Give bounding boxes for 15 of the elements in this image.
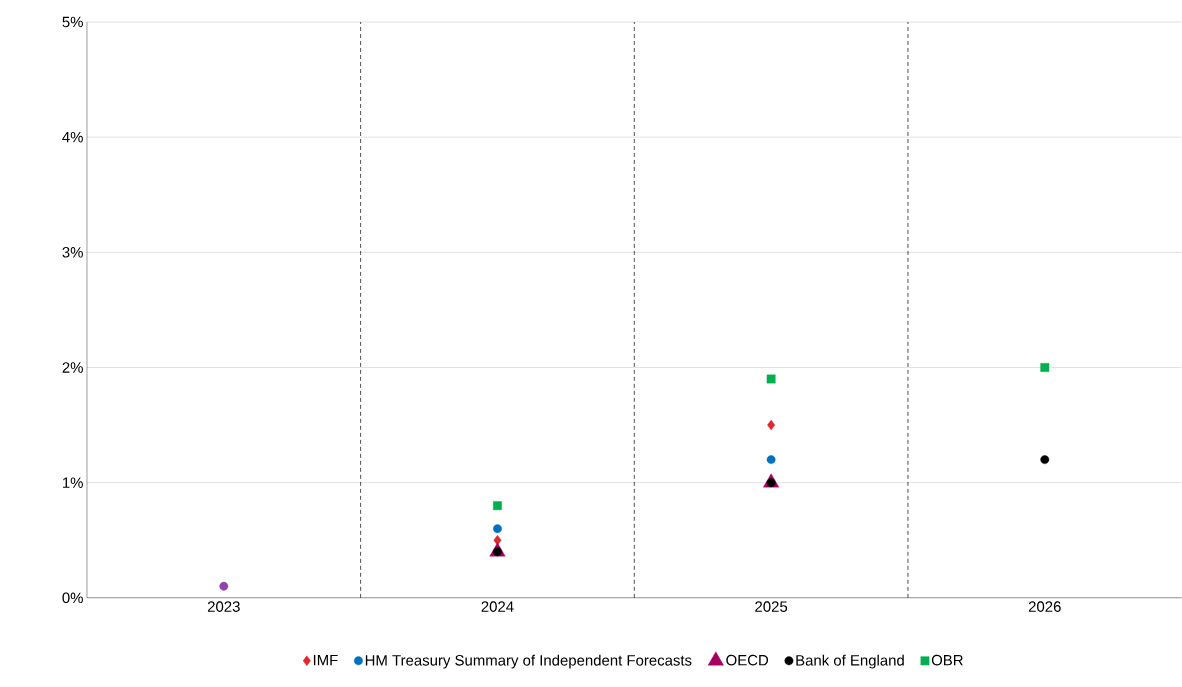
x-tick-label: 2023: [207, 601, 240, 613]
y-tick-label: 4%: [62, 132, 83, 143]
y-tick-label: 1%: [63, 477, 83, 488]
y-tick-label: 3%: [62, 247, 83, 258]
y-tick-label: 0%: [62, 592, 83, 604]
x-tick-label: 2025: [755, 601, 788, 613]
y-tick-label: 2%: [62, 362, 83, 373]
legend-label: HM Treasury Summary of Independent Forecasts: [365, 654, 692, 669]
legend-label: OBR: [931, 654, 963, 666]
y-tick-label: 5%: [62, 16, 83, 28]
x-tick-label: 2026: [1028, 601, 1061, 613]
legend-label: OECD: [726, 654, 769, 666]
legend-label: Bank of England: [796, 654, 904, 669]
x-tick-label: 2024: [481, 601, 514, 613]
legend-label: IMF: [313, 655, 338, 666]
